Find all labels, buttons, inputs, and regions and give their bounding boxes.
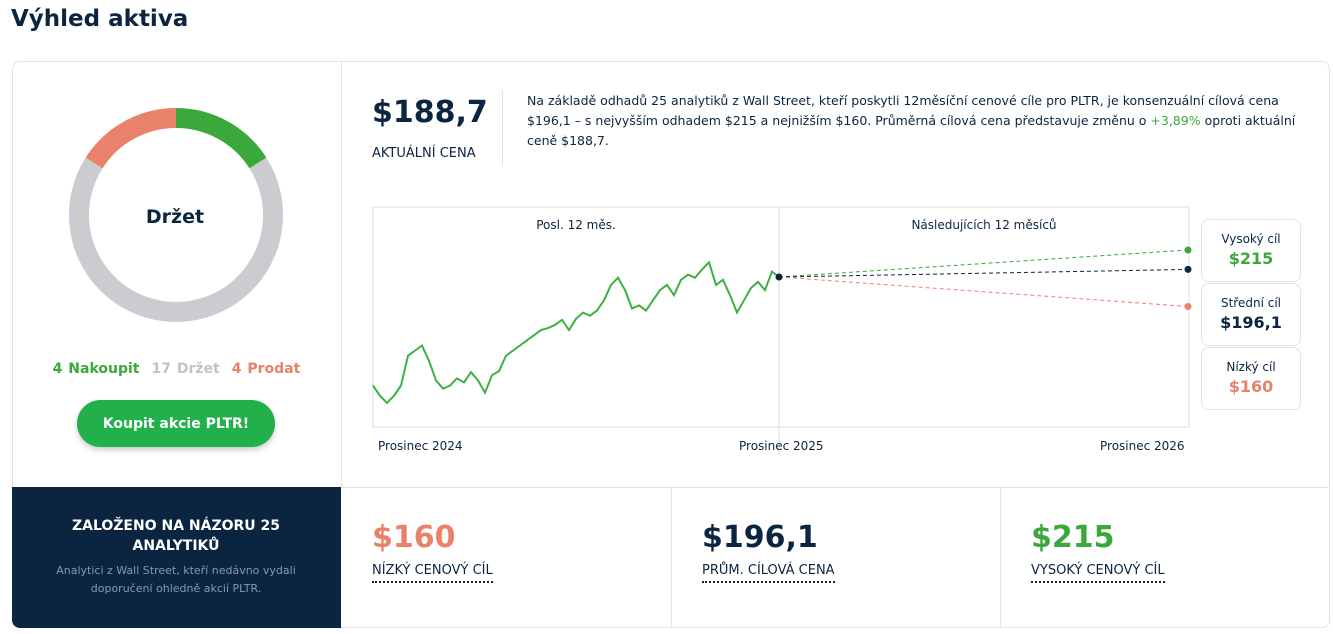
target-value: $196,1 <box>1220 313 1282 332</box>
forecast-dot <box>1184 265 1192 273</box>
high-target: $215 <box>1031 520 1115 555</box>
future-label: Následujících 12 měsíců <box>911 218 1057 232</box>
target-name: Nízký cíl <box>1226 360 1276 374</box>
forecast-dot <box>1184 302 1192 310</box>
rating-counts: 4 Nakoupit 17 Držet 4 Prodat <box>12 361 341 377</box>
text: 4 <box>231 361 242 377</box>
description: Na základě odhadů 25 analytiků z Wall St… <box>527 91 1307 151</box>
consensus: Držet <box>145 206 205 228</box>
target-name: Střední cíl <box>1220 296 1281 310</box>
forecast-line <box>778 249 1189 278</box>
x-label: Prosinec 2025 <box>739 439 824 453</box>
price-label: AKTUÁLNÍ CENA <box>372 146 476 161</box>
low-label: NÍZKÝ CENOVÝ CÍL <box>372 563 493 583</box>
mid-label: PRŮM. CÍLOVÁ CENA <box>702 563 835 583</box>
current-dot <box>775 273 783 281</box>
divider <box>502 90 503 165</box>
divider <box>1000 487 1001 628</box>
high-label: VYSOKÝ CENOVÝ CÍL <box>1031 563 1165 583</box>
low-target: $160 <box>372 520 456 555</box>
forecast-dot <box>1184 246 1192 254</box>
target-value: $215 <box>1228 249 1274 268</box>
text: Nakoupit <box>68 361 140 377</box>
donut-segment <box>175 108 267 169</box>
past-label: Posl. 12 měs. <box>536 218 616 232</box>
target-box: Nízký cíl $160 <box>1201 347 1301 410</box>
rating-count: 4 Nakoupit <box>53 361 140 377</box>
change: +3,89% <box>1150 113 1201 128</box>
title: Výhled aktiva <box>11 6 189 32</box>
basis-panel <box>12 487 341 628</box>
text: Prodat <box>247 361 301 377</box>
divider <box>341 61 342 487</box>
forecast-line <box>778 268 1189 278</box>
target-box: Vysoký cíl $215 <box>1201 219 1301 282</box>
chart-frame <box>372 206 1190 428</box>
text: oproti aktuální ceně $188,7. <box>527 113 1296 148</box>
rating-count: 4 Prodat <box>232 361 301 377</box>
forecast-line <box>778 276 1189 307</box>
basis-text: Analytici z Wall Street, kteří nedávno v… <box>56 564 296 595</box>
basis-title: ZALOŽENO NA NÁZORU 25 ANALYTIKŮ <box>71 518 281 554</box>
divider <box>671 487 672 628</box>
current-price: $188,7 <box>372 95 488 130</box>
target-box: Střední cíl $196,1 <box>1201 283 1301 346</box>
donut-segment <box>85 108 177 169</box>
text: 4 <box>52 361 63 377</box>
divider <box>341 487 1330 488</box>
target-value: $160 <box>1228 377 1274 396</box>
text: Na základě odhadů 25 analytiků z Wall St… <box>527 93 1279 128</box>
buy-button[interactable]: Koupit akcie PLTR! <box>77 400 275 447</box>
donut-segment <box>69 157 283 322</box>
target-name: Vysoký cíl <box>1221 232 1281 246</box>
x-label: Prosinec 2024 <box>378 439 463 453</box>
x-label: Prosinec 2026 <box>1100 439 1185 453</box>
rating-count: 17 Držet <box>152 361 220 377</box>
mid-target: $196,1 <box>702 520 818 555</box>
text: Držet <box>176 361 220 377</box>
text: 17 <box>151 361 171 377</box>
price-line <box>372 260 780 405</box>
